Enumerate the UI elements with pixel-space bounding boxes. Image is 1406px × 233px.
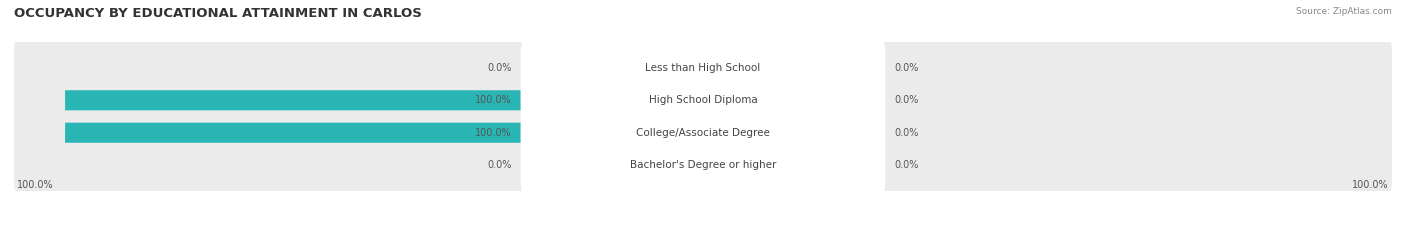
FancyBboxPatch shape [65,90,703,110]
FancyBboxPatch shape [520,136,886,195]
FancyBboxPatch shape [520,103,886,162]
Text: 0.0%: 0.0% [488,160,512,170]
Text: 0.0%: 0.0% [894,160,918,170]
FancyBboxPatch shape [703,58,754,78]
FancyBboxPatch shape [652,155,703,175]
Text: 0.0%: 0.0% [894,95,918,105]
FancyBboxPatch shape [703,123,754,143]
Text: 100.0%: 100.0% [475,95,512,105]
FancyBboxPatch shape [520,38,886,97]
Text: 100.0%: 100.0% [1353,180,1389,190]
Text: Source: ZipAtlas.com: Source: ZipAtlas.com [1296,7,1392,16]
FancyBboxPatch shape [520,71,886,130]
FancyBboxPatch shape [65,123,703,143]
FancyBboxPatch shape [703,90,754,110]
Text: High School Diploma: High School Diploma [648,95,758,105]
Text: Bachelor's Degree or higher: Bachelor's Degree or higher [630,160,776,170]
Text: College/Associate Degree: College/Associate Degree [636,128,770,138]
Text: Less than High School: Less than High School [645,63,761,73]
FancyBboxPatch shape [14,71,1392,130]
FancyBboxPatch shape [703,155,754,175]
Text: 100.0%: 100.0% [475,128,512,138]
Text: 0.0%: 0.0% [894,128,918,138]
Text: OCCUPANCY BY EDUCATIONAL ATTAINMENT IN CARLOS: OCCUPANCY BY EDUCATIONAL ATTAINMENT IN C… [14,7,422,20]
Text: 0.0%: 0.0% [894,63,918,73]
FancyBboxPatch shape [14,38,1392,97]
FancyBboxPatch shape [652,58,703,78]
FancyBboxPatch shape [14,136,1392,195]
Text: 0.0%: 0.0% [488,63,512,73]
FancyBboxPatch shape [14,103,1392,162]
Text: 100.0%: 100.0% [17,180,53,190]
